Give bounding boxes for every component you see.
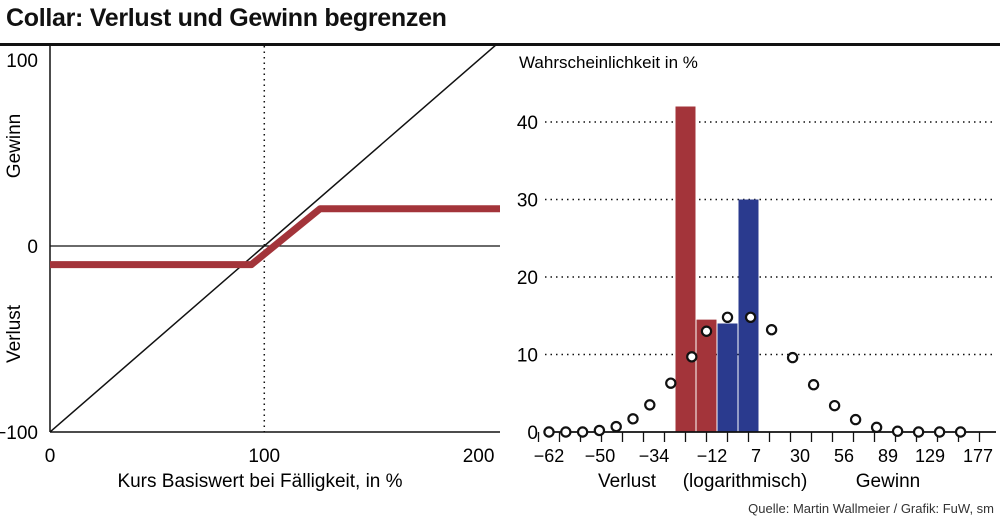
y-tick-label: 0 <box>527 423 538 444</box>
title-rule <box>0 43 1000 46</box>
probability-point <box>744 311 757 323</box>
x-tick-label: 177 <box>963 446 993 466</box>
probability-point <box>576 426 589 438</box>
x-tick-label: 200 <box>463 446 495 467</box>
x-axis-label: Kurs Basiswert bei Fälligkeit, in % <box>117 471 402 492</box>
probability-point <box>849 413 862 426</box>
y-tick-label: 40 <box>517 113 538 134</box>
probability-point <box>912 426 925 438</box>
y-tick-label: 0 <box>27 237 38 258</box>
y-axis-label-gain: Gewinn <box>4 114 25 178</box>
x-tick-label: 30 <box>790 446 810 466</box>
probability-point <box>954 426 967 438</box>
probability-point <box>560 426 572 438</box>
collar-payoff-line <box>50 205 500 269</box>
chart-title: Wahrscheinlichkeit in % <box>519 53 698 72</box>
y-axis-label-loss: Verlust <box>4 304 25 363</box>
probability-chart: Wahrscheinlichkeit in % 0 10 20 30 40 −62 −50 −3… <box>517 53 996 492</box>
probability-bar <box>717 323 738 432</box>
probability-point <box>807 379 820 391</box>
x-tick-label: 100 <box>248 446 280 467</box>
probability-point <box>765 324 778 336</box>
x-sublabel: Gewinn <box>856 471 920 492</box>
probability-point <box>543 426 555 438</box>
probability-point <box>593 424 606 437</box>
probability-point <box>933 426 946 438</box>
x-tick-label: −34 <box>639 446 670 466</box>
probability-point <box>700 325 713 337</box>
probability-point <box>870 421 883 434</box>
probability-point <box>891 425 904 437</box>
probability-point <box>644 399 656 411</box>
x-tick-label: −12 <box>697 446 728 466</box>
payoff-chart: 100 0 −100 0 100 200 Kurs Basiswert bei Fällig… <box>0 46 500 492</box>
probability-bar <box>675 106 696 432</box>
x-tick-label: −62 <box>534 446 565 466</box>
probability-point <box>610 420 622 433</box>
probability-point <box>686 351 698 363</box>
probability-point <box>828 399 841 412</box>
probability-point <box>786 351 799 364</box>
x-tick-label: 129 <box>915 446 945 466</box>
y-tick-label: 20 <box>517 268 538 289</box>
probability-bar <box>696 319 717 432</box>
x-tick-label: 7 <box>751 446 761 466</box>
x-sublabel: Verlust <box>598 471 657 492</box>
probability-point <box>721 311 734 323</box>
x-tick-label: 89 <box>878 446 898 466</box>
probability-point <box>665 377 677 389</box>
y-tick-label: 30 <box>517 191 538 212</box>
probability-point <box>627 413 639 425</box>
source-note: Quelle: Martin Wallmeier / Grafik: FuW, … <box>748 501 994 516</box>
x-sublabel: (logarithmisch) <box>683 471 808 492</box>
y-tick-label: −100 <box>0 423 38 444</box>
x-tick-label: 0 <box>45 446 56 467</box>
x-tick-label: 56 <box>834 446 854 466</box>
page-title: Collar: Verlust und Gewinn begrenzen <box>6 4 447 32</box>
y-tick-label: 100 <box>6 51 38 72</box>
underlying-payoff-line <box>50 46 496 432</box>
x-tick-label: −50 <box>585 446 616 466</box>
y-tick-label: 10 <box>517 346 538 367</box>
